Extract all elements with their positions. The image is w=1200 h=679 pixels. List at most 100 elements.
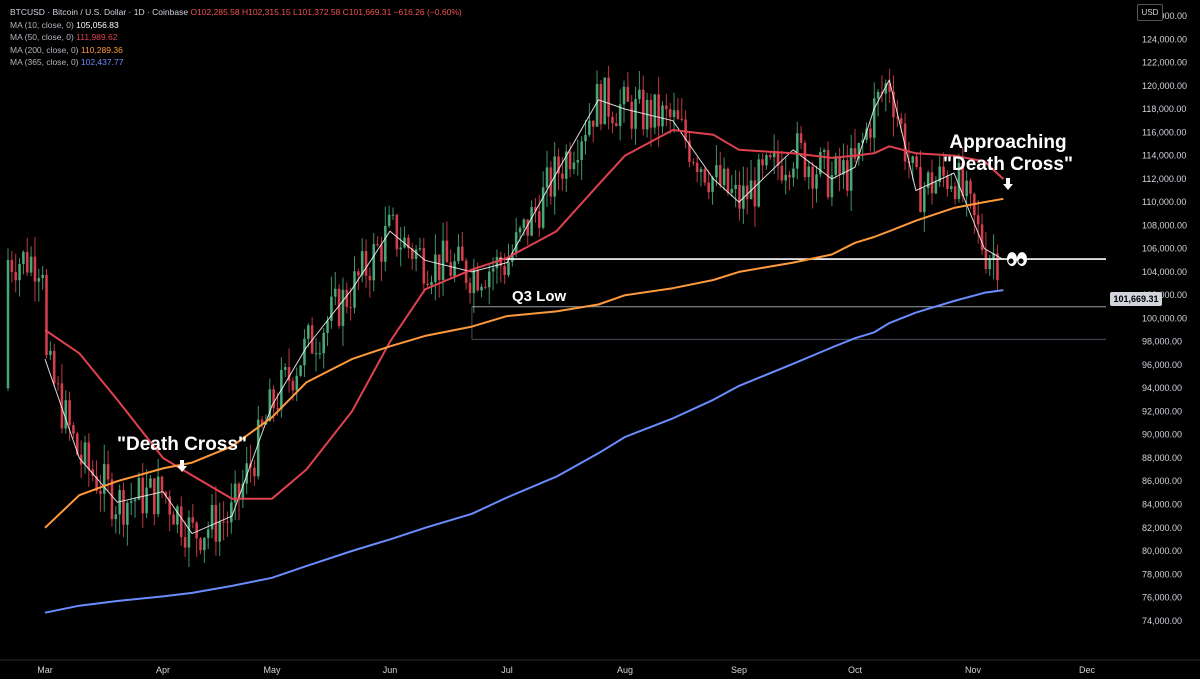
legend-ma200[interactable]: MA (200, close, 0) 110,289.36 (10, 44, 462, 57)
currency-button[interactable]: USD (1137, 4, 1163, 21)
x-tick-label: Sep (731, 665, 747, 675)
candle-body (745, 185, 749, 200)
ma200-line (44, 197, 1004, 529)
death-cross-annotation: "Death Cross" (117, 434, 247, 455)
candle-body (330, 296, 333, 321)
candle-body (18, 263, 21, 281)
candle-body (149, 478, 152, 488)
candle-body (676, 110, 680, 119)
candle-body (172, 514, 175, 525)
candle-body (153, 478, 156, 515)
candle-body (788, 174, 791, 178)
candle-body (245, 463, 248, 484)
legend-ma365[interactable]: MA (365, close, 0) 102,437.77 (10, 56, 462, 69)
candle-body (260, 419, 264, 425)
y-tick-label: 82,000.00 (1142, 523, 1182, 533)
candle-body (283, 367, 287, 370)
candle-body (295, 375, 299, 391)
candle-body (106, 464, 110, 480)
candle-body (692, 161, 695, 163)
candle-body (784, 174, 787, 181)
candle-body (91, 469, 94, 476)
candle-body (557, 156, 560, 174)
candle-body (491, 268, 495, 272)
candle-body (503, 265, 506, 276)
candle-body (145, 487, 148, 514)
candle-body (838, 156, 841, 175)
candle-body (795, 133, 799, 169)
candle-body (206, 529, 210, 538)
candle-body (445, 240, 449, 263)
y-tick-label: 124,000.00 (1142, 34, 1187, 44)
candle-body (953, 186, 957, 199)
candle-body (384, 225, 387, 262)
candle-body (307, 325, 310, 339)
candle-body (183, 537, 187, 548)
candle-body (6, 260, 10, 389)
last-price-tag: 101,669.31 (1113, 294, 1158, 304)
candle-body (418, 248, 422, 250)
candle-body (326, 320, 329, 333)
candle-body (410, 248, 414, 259)
x-tick-label: Mar (37, 665, 53, 675)
y-tick-label: 122,000.00 (1142, 58, 1187, 68)
candle-body (919, 166, 922, 213)
candle-body (672, 110, 676, 118)
candle-body (615, 123, 618, 126)
y-tick-label: 90,000.00 (1142, 430, 1182, 440)
candle-body (634, 99, 637, 129)
candle-body (191, 517, 195, 523)
candle-body (807, 166, 811, 178)
candle-body (387, 214, 391, 226)
candle-body (649, 99, 653, 128)
y-tick-label: 100,000.00 (1142, 313, 1187, 323)
y-tick-label: 106,000.00 (1142, 244, 1187, 254)
candle-body (534, 207, 537, 212)
candle-body (37, 278, 41, 282)
candle-body (118, 490, 121, 515)
y-tick-label: 92,000.00 (1142, 406, 1182, 416)
candle-body (776, 151, 780, 166)
candle-body (276, 408, 279, 410)
ohlc-values: O102,285.58 H102,315.15 L101,372.58 C101… (190, 7, 462, 17)
x-tick-label: Jul (501, 665, 513, 675)
candle-body (511, 253, 514, 262)
y-tick-label: 110,000.00 (1142, 197, 1186, 207)
y-tick-label: 88,000.00 (1142, 453, 1182, 463)
candle-body (668, 109, 672, 118)
y-tick-label: 104,000.00 (1142, 267, 1187, 277)
candle-body (538, 211, 541, 228)
y-tick-label: 108,000.00 (1142, 220, 1187, 230)
candle-body (884, 83, 888, 94)
candle-body (872, 98, 876, 138)
legend-label: MA (50, close, 0) (10, 32, 74, 42)
y-tick-label: 86,000.00 (1142, 476, 1182, 486)
candle-body (715, 165, 718, 178)
candle-body (256, 419, 260, 477)
candle-body (568, 151, 572, 170)
candle-body (199, 538, 202, 551)
candle-body (753, 180, 757, 207)
candle-body (518, 227, 522, 233)
y-tick-label: 78,000.00 (1142, 569, 1182, 579)
candle-body (484, 286, 487, 288)
candle-body (72, 425, 75, 434)
candle-body (322, 332, 325, 354)
candle-body (253, 467, 256, 477)
y-tick-label: 84,000.00 (1142, 500, 1182, 510)
candle-body (799, 133, 803, 143)
x-tick-label: Dec (1079, 665, 1096, 675)
legend-ma50[interactable]: MA (50, close, 0) 111,989.62 (10, 31, 462, 44)
candle-body (564, 151, 568, 179)
candle-body (911, 156, 915, 163)
candle-body (41, 274, 44, 279)
ma50-line (44, 129, 1005, 500)
y-tick-label: 112,000.00 (1142, 174, 1186, 184)
candle-body (499, 256, 503, 266)
legend-ma10[interactable]: MA (10, close, 0) 105,056.83 (10, 19, 462, 32)
candle-body (122, 490, 125, 525)
death-cross-annotation: "Death Cross" (943, 154, 1073, 175)
candle-body (869, 128, 872, 138)
candle-body (160, 476, 164, 493)
